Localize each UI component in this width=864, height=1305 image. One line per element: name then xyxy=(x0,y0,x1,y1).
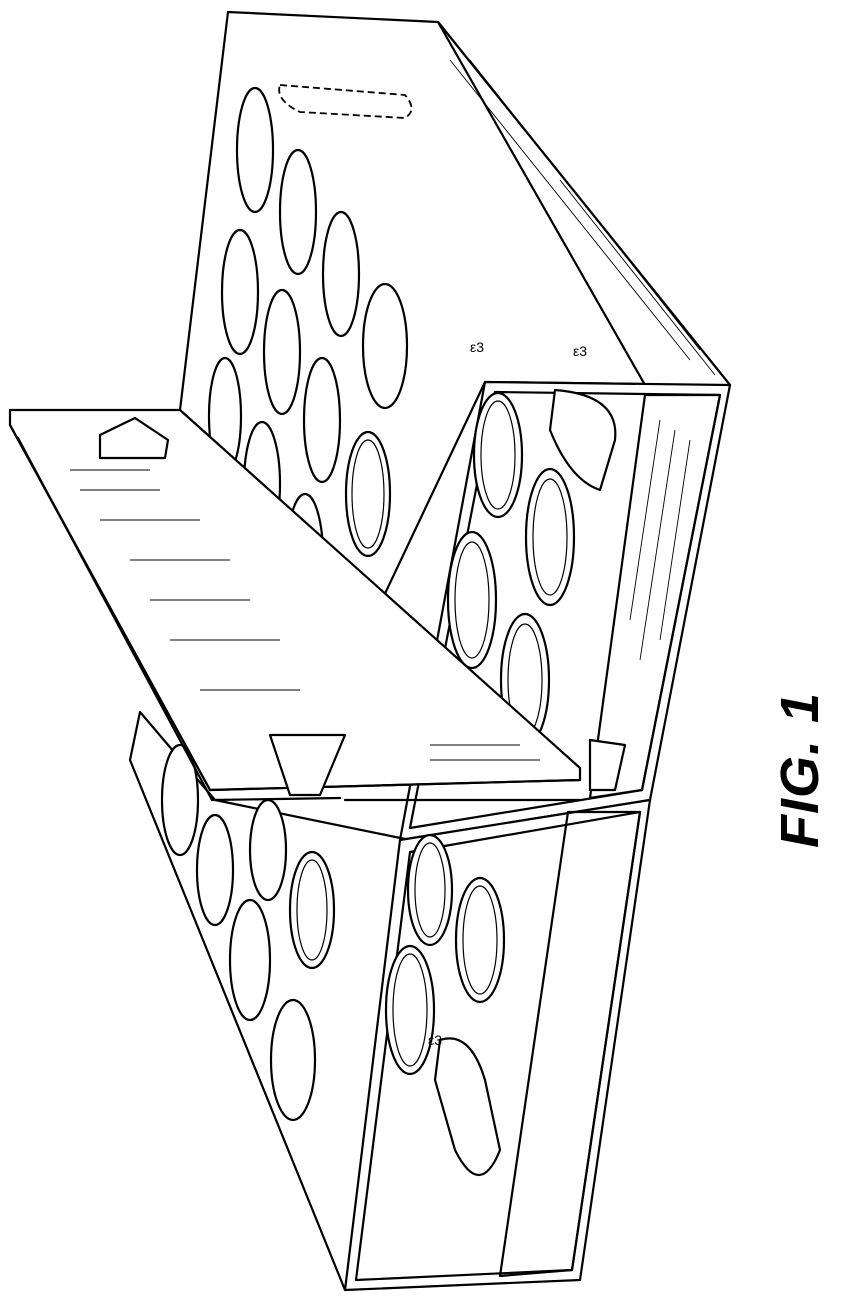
lower-holes xyxy=(162,745,334,1120)
hardware-mark: ε3 xyxy=(573,343,587,359)
hardware-mark: ε3 xyxy=(428,1032,442,1048)
hardware-mark: ε3 xyxy=(470,339,484,355)
figure-label: FIG. 1 xyxy=(769,692,831,848)
